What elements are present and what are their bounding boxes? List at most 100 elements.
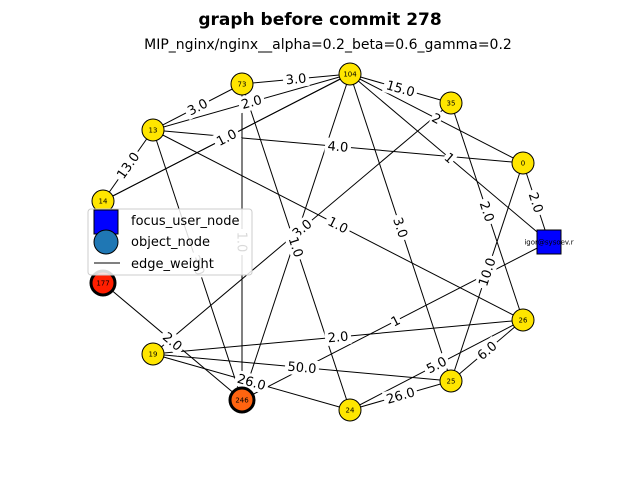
edge-label-group: 1	[440, 148, 459, 168]
edge-label-background	[324, 327, 352, 347]
node-label: 246	[235, 397, 249, 405]
node-13: 13	[141, 118, 165, 142]
edge-label-background	[322, 211, 354, 239]
object-node-marker	[511, 151, 535, 175]
node-35: 35	[439, 91, 463, 115]
edge-weight-label: 4.0	[327, 139, 349, 156]
legend-box	[87, 208, 253, 276]
edge-weight-label: 26.0	[385, 385, 417, 407]
edge-label-background	[182, 93, 213, 121]
highlighted-node-marker	[228, 386, 256, 414]
edge-label-group: 2.0	[236, 90, 267, 114]
focus-user-node-marker	[536, 229, 562, 255]
edge-weight-label: 50.0	[287, 360, 317, 378]
edge-label-group: 2.0	[475, 196, 499, 227]
edge-label-background	[324, 137, 352, 156]
edge-label-background	[232, 369, 271, 395]
node-label: 35	[447, 100, 456, 108]
legend-edge-label: edge_weight	[131, 257, 214, 272]
edge-weight-label: 2.0	[327, 330, 349, 347]
node-25: 25	[439, 369, 463, 393]
edge-label-group: 3.0	[388, 212, 413, 243]
edge-label-group: 1	[387, 311, 404, 331]
edge-label-background	[111, 146, 145, 185]
node-label: igor@sysoev.r	[524, 239, 573, 247]
edge-label-background	[471, 335, 503, 366]
edge-label-group: 2	[428, 109, 445, 128]
edge-label-group: 1.0	[284, 232, 308, 262]
edge-label-group: 2.0	[524, 187, 548, 218]
edge-label-background	[236, 90, 267, 114]
object-node-marker	[141, 342, 165, 366]
edge-label-background	[475, 196, 499, 227]
edge-weight-label: 3.0	[389, 216, 410, 240]
node-label: 24	[346, 407, 355, 415]
object-node-marker	[439, 91, 463, 115]
node-igor: igor@sysoev.r	[524, 229, 574, 255]
edge-label-group: 2.0	[324, 327, 352, 347]
edge-label-background	[388, 212, 413, 243]
figure-subtitle: MIP_nginx/nginx__alpha=0.2_beta=0.6_gamm…	[144, 37, 512, 53]
node-0: 0	[511, 151, 535, 175]
edge-weight-label: 2.0	[240, 93, 264, 113]
node-label: 14	[99, 198, 108, 206]
edge-weight-label: 2.0	[525, 191, 546, 215]
object-node-marker	[439, 369, 463, 393]
nodes-layer: 0 35 104 73 13 14 177 19 246 24 25 26 igor@sysoev.r	[89, 62, 574, 422]
node-label: 26	[519, 317, 528, 325]
edge-label-group: 1.0	[211, 124, 242, 151]
edge-label-group: 1.0	[322, 211, 354, 239]
edge-label-background	[284, 357, 320, 378]
legend: focus_user_node object_node edge_weight	[87, 208, 253, 276]
edge-label-background	[440, 148, 459, 168]
node-label: 0	[521, 160, 525, 168]
edge-label-group: 13.0	[111, 146, 145, 185]
node-24: 24	[338, 398, 362, 422]
node-label: 177	[96, 280, 109, 288]
edge-label-group: 10.0	[474, 253, 500, 291]
legend-object-label: object_node	[131, 235, 210, 250]
edge-label-background	[381, 76, 420, 101]
edge-label-background	[387, 311, 404, 331]
legend-object-swatch	[93, 229, 119, 255]
node-label: 104	[343, 71, 357, 79]
edge-label-background	[211, 124, 242, 151]
node-label: 25	[447, 378, 456, 386]
legend-focus-label: focus_user_node	[131, 214, 240, 229]
edge-weight-label: 15.0	[384, 78, 416, 100]
edge-label-background	[157, 327, 188, 356]
edge-label-group: 15.0	[381, 76, 420, 101]
edge-label-group: 3.0	[182, 93, 213, 121]
edge-weight-label: 2.0	[476, 200, 497, 224]
node-73: 73	[230, 72, 254, 96]
edge-label-group: 3.0	[282, 69, 310, 89]
edge-label-group: 26.0	[381, 383, 420, 408]
edge-label-background	[474, 253, 500, 291]
node-label: 13	[149, 127, 158, 135]
node-19: 19	[141, 342, 165, 366]
edge-label-background	[524, 187, 548, 218]
object-node-marker	[338, 398, 362, 422]
edge-label-background	[421, 351, 452, 379]
edge-label-background	[284, 232, 308, 262]
node-104: 104	[338, 62, 362, 86]
node-246: 246	[228, 386, 256, 414]
edge-weight-label: 1.0	[285, 235, 306, 259]
edge-label-background	[381, 383, 420, 408]
edge-label-background	[282, 69, 310, 89]
edge-weight-label: 3.0	[285, 72, 307, 89]
figure-title: graph before commit 278	[198, 10, 441, 30]
object-node-marker	[141, 118, 165, 142]
edge-label-group: 50.0	[284, 357, 320, 378]
edge-label-group: 4.0	[324, 137, 352, 156]
object-node-marker	[230, 72, 254, 96]
object-node-marker	[338, 62, 362, 86]
edge-weight-label: 10.0	[476, 256, 499, 288]
edge-label-background	[428, 109, 445, 128]
edge-label-group: 6.0	[471, 335, 503, 366]
node-26: 26	[511, 308, 535, 332]
node-label: 73	[238, 81, 247, 89]
object-node-marker	[511, 308, 535, 332]
node-label: 19	[149, 351, 158, 359]
